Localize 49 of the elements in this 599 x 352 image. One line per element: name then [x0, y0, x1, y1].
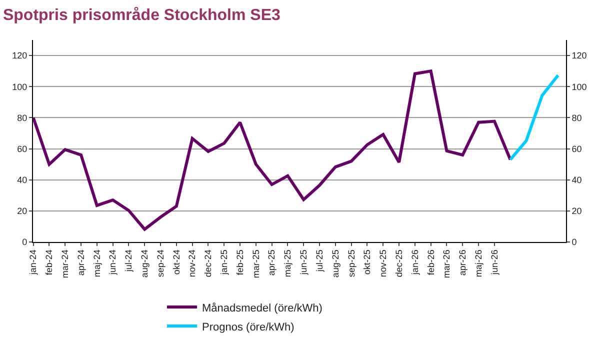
y2-tick-label: 40 — [572, 175, 582, 185]
y2-tick-label: 20 — [572, 206, 582, 216]
x-tick-label: aug-25 — [330, 250, 340, 278]
legend-label: Prognos (öre/kWh) — [202, 321, 294, 334]
x-tick-label: aug-24 — [140, 250, 150, 278]
y2-tick-label: 0 — [572, 237, 577, 248]
y-tick-label: 20 — [17, 206, 28, 216]
x-tick-label: apr-26 — [458, 250, 468, 276]
line-series — [508, 74, 560, 162]
x-tick-label: feb-26 — [426, 250, 436, 276]
x-tick-label: sep-25 — [346, 250, 356, 278]
y-tick-label: 60 — [17, 144, 28, 154]
x-tick-label: apr-25 — [266, 250, 277, 276]
x-tick-label: feb-24 — [44, 250, 54, 276]
line-series — [33, 70, 512, 231]
y2-tick-label: 60 — [572, 144, 582, 154]
x-tick-label: jun-26 — [489, 250, 500, 276]
y2-tick-label: 100 — [572, 82, 587, 92]
x-tick-label: jul-25 — [314, 250, 324, 273]
legend-label: Månadsmedel (öre/kWh) — [202, 302, 322, 314]
y-tick-label: 80 — [17, 112, 28, 123]
x-tick-label: maj-24 — [92, 250, 102, 278]
y2-tick-label: 80 — [572, 112, 582, 123]
x-tick-label: mar-24 — [60, 250, 70, 278]
x-tick-label: jan-25 — [219, 250, 230, 276]
x-tick-label: dec-25 — [394, 250, 404, 278]
x-tick-label: sep-24 — [155, 250, 166, 278]
x-tick-label: feb-25 — [234, 250, 245, 276]
x-tick-label: mar-25 — [250, 250, 261, 278]
x-tick-label: jul-24 — [124, 250, 134, 273]
x-tick-label: jan-24 — [28, 250, 38, 276]
y-tick-label: 0 — [22, 237, 28, 248]
x-tick-label: jun-24 — [108, 250, 118, 276]
x-tick-label: maj-25 — [282, 250, 293, 278]
y-tick-label: 120 — [12, 50, 28, 61]
x-tick-label: okt-25 — [362, 250, 372, 275]
x-tick-label: okt-24 — [171, 250, 182, 275]
x-tick-label: mar-26 — [442, 250, 452, 278]
x-tick-label: dec-24 — [203, 250, 214, 278]
y-tick-label: 100 — [12, 82, 28, 92]
x-tick-label: nov-24 — [187, 250, 198, 278]
x-tick-label: jan-26 — [410, 250, 420, 276]
y2-tick-label: 120 — [572, 50, 587, 61]
x-tick-label: jun-25 — [298, 250, 309, 276]
x-tick-label: nov-25 — [378, 250, 388, 278]
chart-title: Spotpris prisområde Stockholm SE3 — [2, 6, 280, 24]
y-tick-label: 40 — [17, 175, 28, 185]
x-tick-label: maj-26 — [473, 250, 484, 278]
x-tick-label: apr-24 — [76, 250, 86, 276]
